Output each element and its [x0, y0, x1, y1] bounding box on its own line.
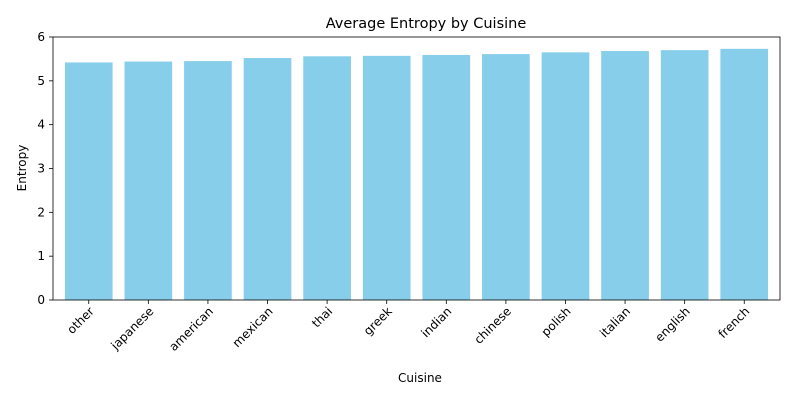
- bar-english: [660, 50, 709, 301]
- bar-mexican: [243, 58, 292, 300]
- y-axis-label: Entropy: [15, 145, 29, 192]
- bar-french: [720, 48, 769, 301]
- x-tick-label: mexican: [230, 304, 276, 350]
- x-tick-label: english: [652, 304, 692, 344]
- bar-thai: [303, 56, 351, 300]
- x-axis-label: Cuisine: [398, 371, 442, 385]
- bar-greek: [362, 55, 411, 301]
- bar-other: [64, 62, 113, 300]
- x-tick-label: thai: [309, 304, 335, 330]
- x-tick-label: polish: [539, 304, 574, 339]
- chart-title: Average Entropy by Cuisine: [326, 16, 527, 32]
- y-tick-label: 0: [37, 293, 45, 307]
- bar-polish: [541, 52, 590, 300]
- bar-chinese: [482, 54, 530, 300]
- bar-indian: [422, 54, 471, 301]
- x-tick-label: greek: [361, 304, 395, 338]
- bars-group: [64, 48, 769, 301]
- x-tick-label: french: [716, 304, 753, 341]
- x-tick-label: other: [64, 304, 97, 337]
- bar-american: [184, 61, 232, 300]
- plot-frame: [52, 36, 781, 301]
- x-tick-label: chinese: [471, 304, 514, 347]
- bar-japanese: [124, 61, 173, 301]
- x-tick-label: italian: [597, 304, 633, 340]
- y-tick-label: 2: [37, 205, 45, 219]
- y-axis: 0 1 2 3 4 5 6: [37, 30, 53, 307]
- x-axis: other japanese american mexican thai greek ind…: [64, 300, 752, 354]
- x-tick-label: japanese: [107, 304, 156, 353]
- y-tick-label: 4: [37, 118, 45, 132]
- x-tick-label: american: [166, 304, 216, 354]
- bar-italian: [601, 51, 649, 300]
- y-tick-label: 6: [37, 30, 45, 44]
- x-tick-label: indian: [418, 304, 454, 340]
- y-tick-label: 5: [37, 74, 45, 88]
- y-tick-label: 3: [37, 162, 45, 176]
- y-tick-label: 1: [37, 249, 45, 263]
